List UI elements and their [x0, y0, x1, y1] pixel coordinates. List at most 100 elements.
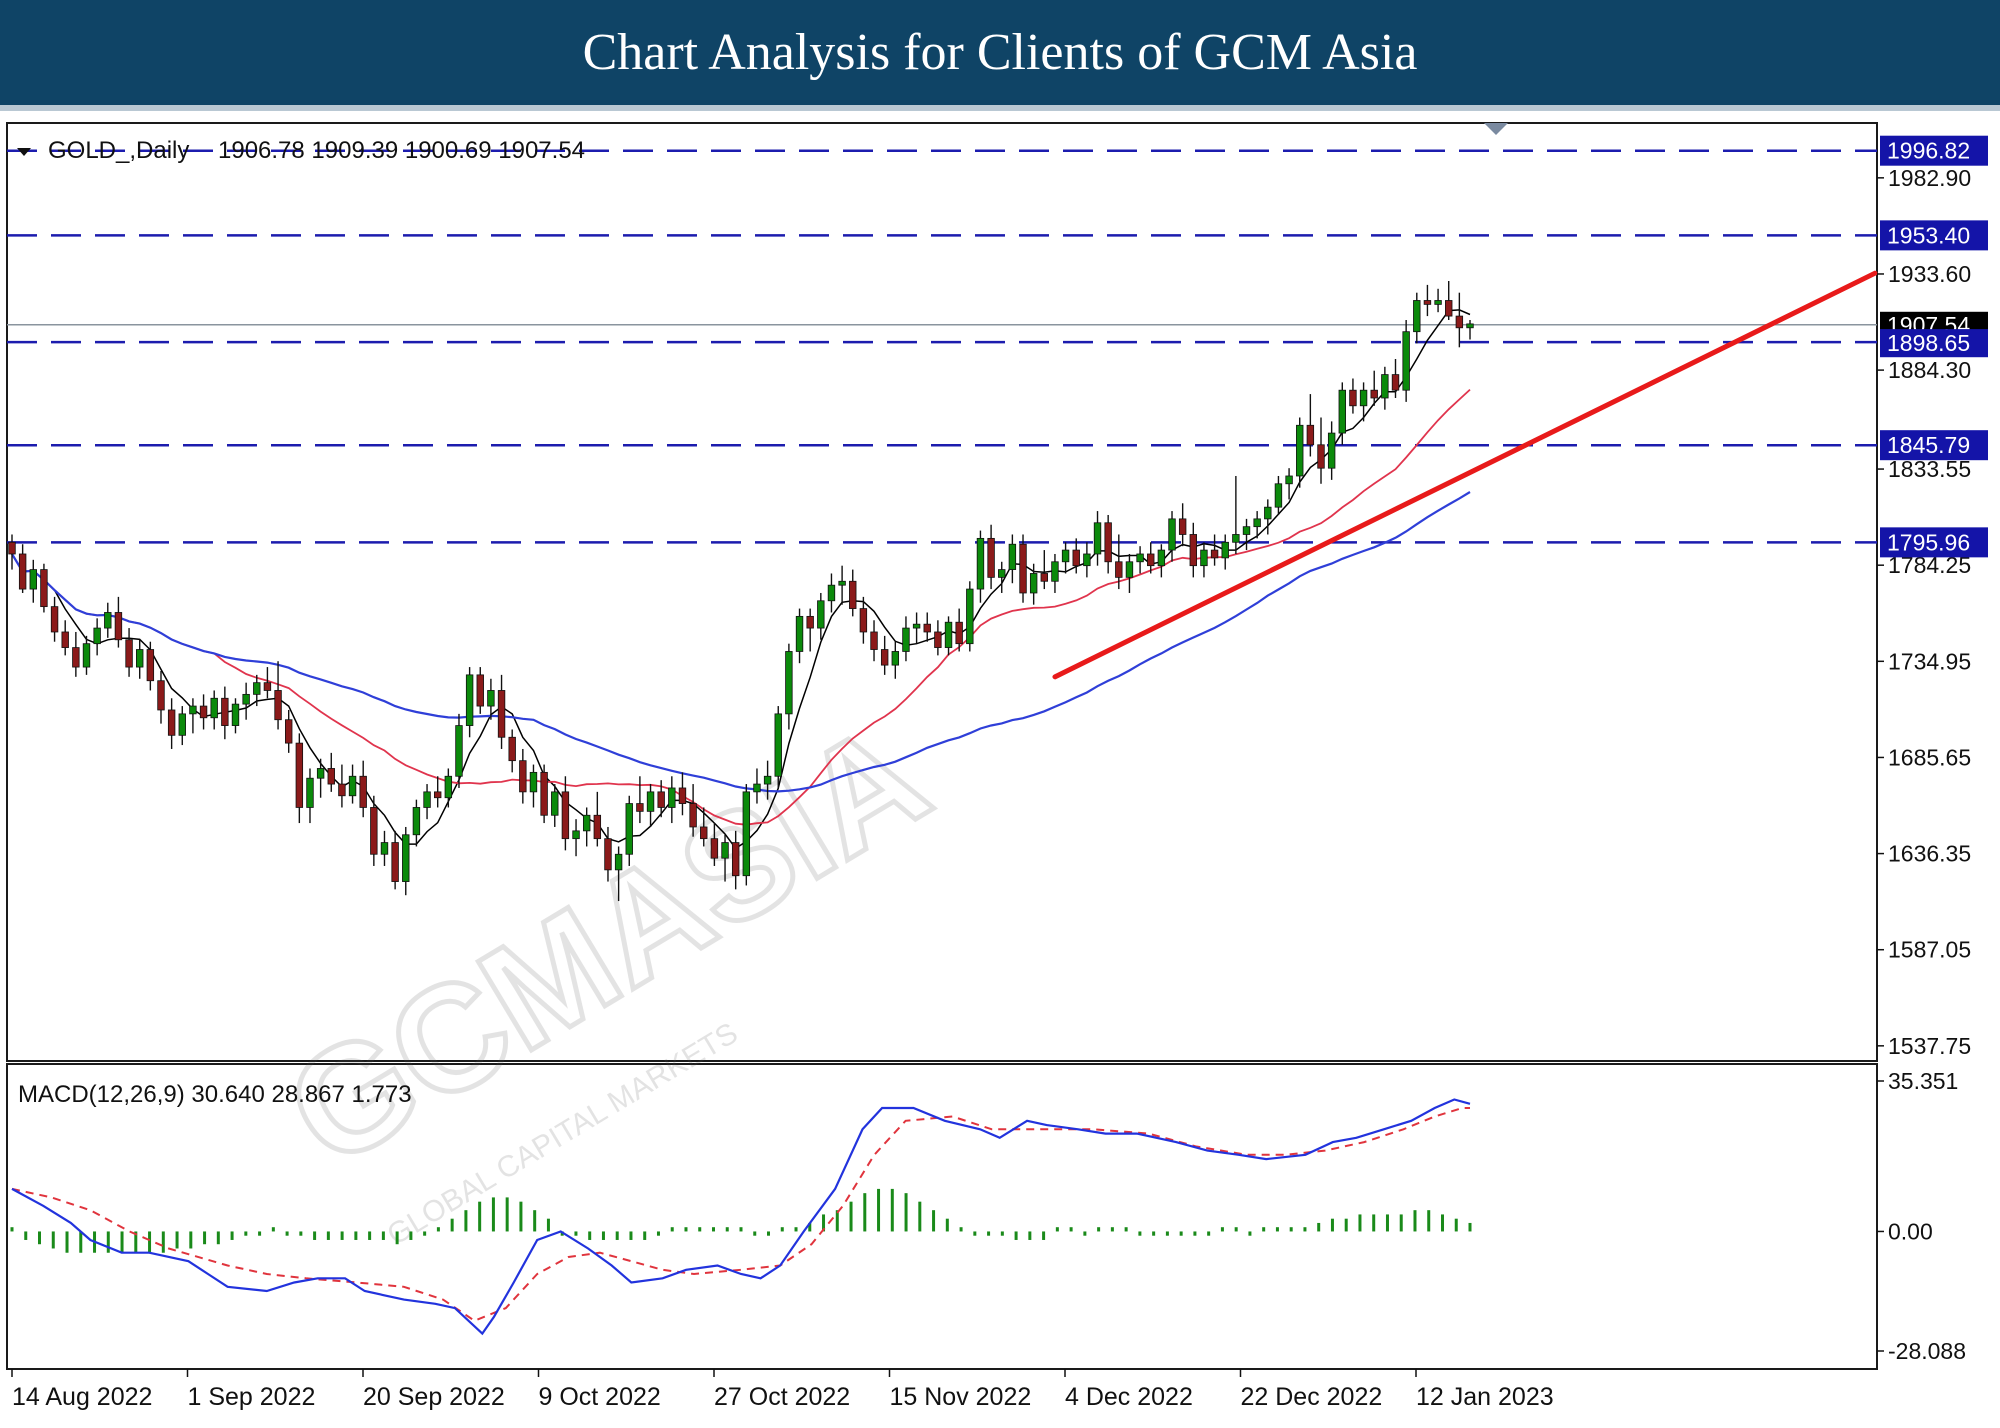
- candle-body: [827, 584, 836, 602]
- candle-body: [1232, 534, 1240, 543]
- candle: [966, 581, 974, 652]
- candle-body: [785, 651, 793, 715]
- chart-area: GCMASIA GLOBAL CAPITAL MARKETS 1982.9019…: [6, 122, 1988, 1411]
- candle-body: [380, 842, 389, 855]
- candle: [806, 608, 814, 652]
- candle: [29, 559, 37, 603]
- candle: [1434, 288, 1442, 313]
- candle: [295, 733, 304, 824]
- candle-body: [1178, 518, 1187, 535]
- macd-signal-line: [11, 1107, 1470, 1322]
- candle: [82, 635, 91, 675]
- candle-body: [61, 631, 69, 648]
- x-tick-label: 1 Sep 2022: [188, 1383, 316, 1411]
- candle-body: [1317, 444, 1325, 469]
- candle: [1338, 382, 1346, 445]
- candle-body: [327, 768, 335, 785]
- x-tick-label: 20 Sep 2022: [363, 1383, 505, 1411]
- y-tick-label: 1587.05: [1888, 937, 1971, 963]
- support-resistance-levels: [7, 149, 1877, 544]
- candle-body: [263, 682, 272, 691]
- x-tick-label: 15 Nov 2022: [890, 1383, 1032, 1411]
- candle-body: [1445, 300, 1453, 317]
- candle-body: [955, 621, 963, 645]
- candle-body: [1061, 549, 1070, 563]
- candle-body: [1264, 506, 1272, 520]
- candle-body: [1115, 561, 1123, 578]
- candle-body: [178, 713, 186, 736]
- ma-slow-line: [11, 491, 1471, 793]
- candle: [391, 830, 399, 890]
- candle: [998, 561, 1006, 593]
- candle: [1381, 366, 1389, 410]
- candle-body: [167, 709, 176, 736]
- chart-shift-marker: [1484, 123, 1508, 135]
- candle: [178, 706, 186, 746]
- candle-body: [157, 680, 165, 711]
- y-tick-label: 1833.55: [1888, 456, 1971, 482]
- candle: [561, 776, 570, 851]
- y-tick-label: 1734.95: [1888, 648, 1971, 674]
- candle: [1296, 417, 1304, 488]
- candle: [199, 694, 208, 730]
- title-banner: [0, 0, 2000, 105]
- candle-body: [1168, 518, 1176, 551]
- candle: [891, 641, 900, 679]
- candle-body: [444, 775, 453, 799]
- candle: [1274, 475, 1283, 515]
- macd-line: [11, 1098, 1471, 1336]
- candle-body: [40, 569, 48, 608]
- candle: [50, 596, 59, 642]
- candle-body: [1274, 483, 1283, 508]
- candle: [189, 698, 197, 734]
- candle: [1115, 534, 1123, 590]
- candle-body: [678, 787, 687, 804]
- candle-body: [604, 838, 612, 871]
- candle: [1168, 511, 1176, 562]
- candle: [1242, 518, 1251, 551]
- candle-body: [1147, 553, 1155, 567]
- candle: [689, 784, 697, 837]
- candle: [710, 823, 719, 866]
- macd-series: [10, 1098, 1472, 1336]
- candle: [1253, 511, 1261, 539]
- candle-body: [497, 690, 506, 738]
- candle-body: [966, 588, 974, 645]
- candle: [1359, 382, 1368, 422]
- candle: [742, 784, 751, 886]
- candle-body: [1072, 549, 1080, 567]
- candle: [61, 620, 69, 656]
- y-tick-label: 1685.65: [1888, 744, 1971, 770]
- candle: [1178, 503, 1187, 547]
- level-price-label: 1795.96: [1887, 529, 1970, 555]
- candle: [263, 667, 272, 699]
- candle-body: [774, 713, 782, 777]
- candle-body: [1466, 323, 1474, 329]
- dropdown-triangle-icon[interactable]: [17, 148, 31, 156]
- candle: [817, 592, 825, 640]
- candle-body: [944, 621, 953, 648]
- level-price-box: [1880, 220, 1988, 251]
- trendline: [1052, 270, 1878, 680]
- candle: [1072, 538, 1080, 574]
- x-tick-label: 14 Aug 2022: [12, 1383, 152, 1411]
- candle-body: [1051, 561, 1059, 582]
- candle-body: [295, 742, 304, 808]
- candle: [955, 608, 963, 652]
- candle: [1264, 499, 1272, 535]
- candle-body: [753, 783, 761, 793]
- candle-body: [880, 649, 889, 666]
- candle-body: [731, 842, 740, 877]
- candle: [880, 635, 889, 675]
- candle-body: [104, 612, 112, 629]
- symbol-header: GOLD_,Daily: [48, 137, 189, 164]
- candle: [976, 530, 985, 603]
- candle-body: [231, 703, 240, 726]
- candle: [1147, 542, 1155, 574]
- candle-body: [1338, 389, 1346, 434]
- candle: [540, 764, 548, 824]
- candle-body: [1242, 526, 1251, 535]
- candle: [1083, 542, 1091, 578]
- candle: [912, 612, 921, 644]
- candle-body: [934, 631, 942, 648]
